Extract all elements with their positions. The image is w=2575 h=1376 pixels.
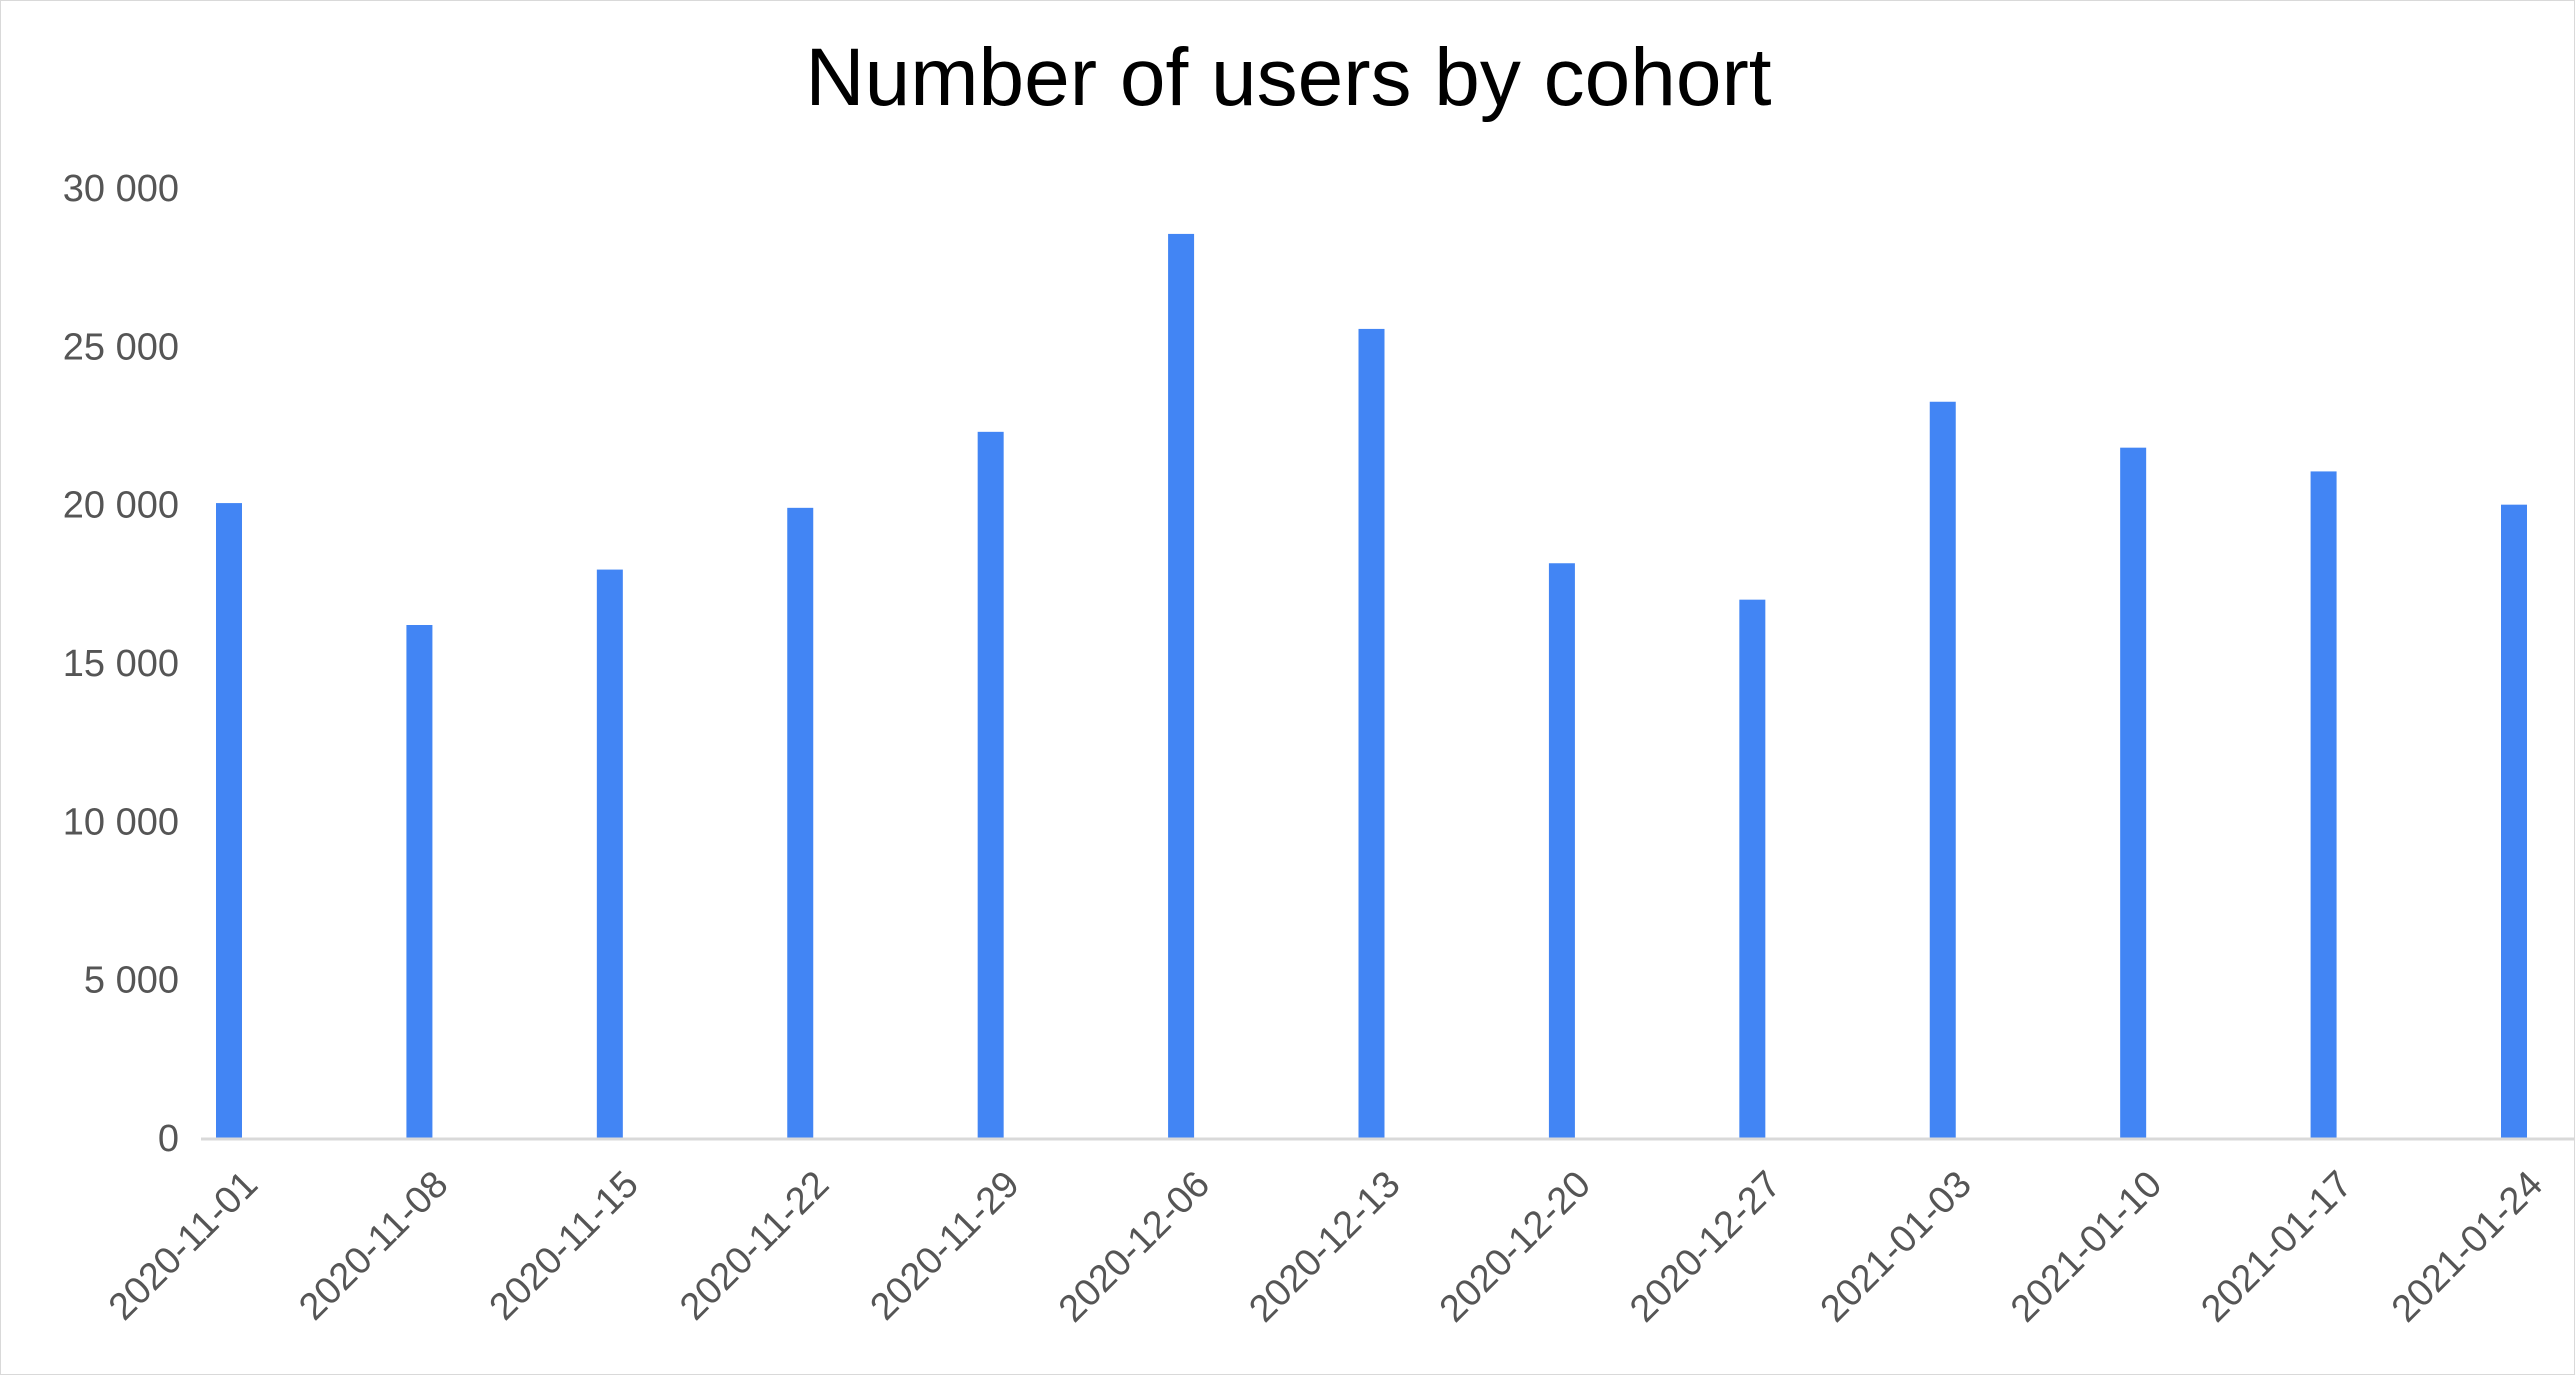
- bar: [1739, 599, 1766, 1138]
- bar: [596, 569, 623, 1138]
- y-tick-label: 30 000: [63, 168, 179, 210]
- x-tick-label: 2020-11-15: [482, 1163, 647, 1328]
- x-tick-label: 2020-12-20: [1432, 1163, 1599, 1330]
- x-tick-label: 2020-12-13: [1241, 1163, 1408, 1330]
- bar: [1358, 328, 1385, 1139]
- bar: [2501, 504, 2527, 1139]
- bar: [1168, 233, 1195, 1138]
- chart-title: Number of users by cohort: [805, 32, 1772, 123]
- bar: [406, 625, 433, 1138]
- x-tick-label: 2020-11-08: [291, 1163, 456, 1328]
- bar: [787, 507, 814, 1138]
- bar: [216, 503, 242, 1138]
- y-tick-label: 20 000: [63, 485, 179, 527]
- x-tick-label: 2020-11-29: [863, 1163, 1028, 1328]
- y-tick-label: 10 000: [63, 801, 179, 843]
- bar: [2120, 447, 2147, 1139]
- y-tick-label: 0: [158, 1118, 179, 1160]
- bar: [2310, 471, 2337, 1139]
- bar: [1548, 563, 1575, 1138]
- y-tick-label: 25 000: [63, 326, 179, 368]
- y-tick-label: 15 000: [63, 643, 179, 685]
- bar: [1929, 401, 1956, 1138]
- x-tick-label: 2021-01-03: [1813, 1163, 1980, 1330]
- x-tick-label: 2021-01-10: [2003, 1163, 2170, 1330]
- x-tick-label: 2020-11-01: [101, 1163, 266, 1328]
- x-tick-label: 2021-01-17: [2193, 1163, 2360, 1330]
- y-tick-label: 5 000: [84, 960, 179, 1002]
- x-tick-label: 2021-01-24: [2384, 1163, 2551, 1330]
- x-tick-label: 2020-12-27: [1622, 1163, 1789, 1330]
- bar: [977, 431, 1004, 1138]
- x-tick-label: 2020-11-22: [672, 1163, 837, 1328]
- x-tick-label: 2020-12-06: [1051, 1163, 1218, 1330]
